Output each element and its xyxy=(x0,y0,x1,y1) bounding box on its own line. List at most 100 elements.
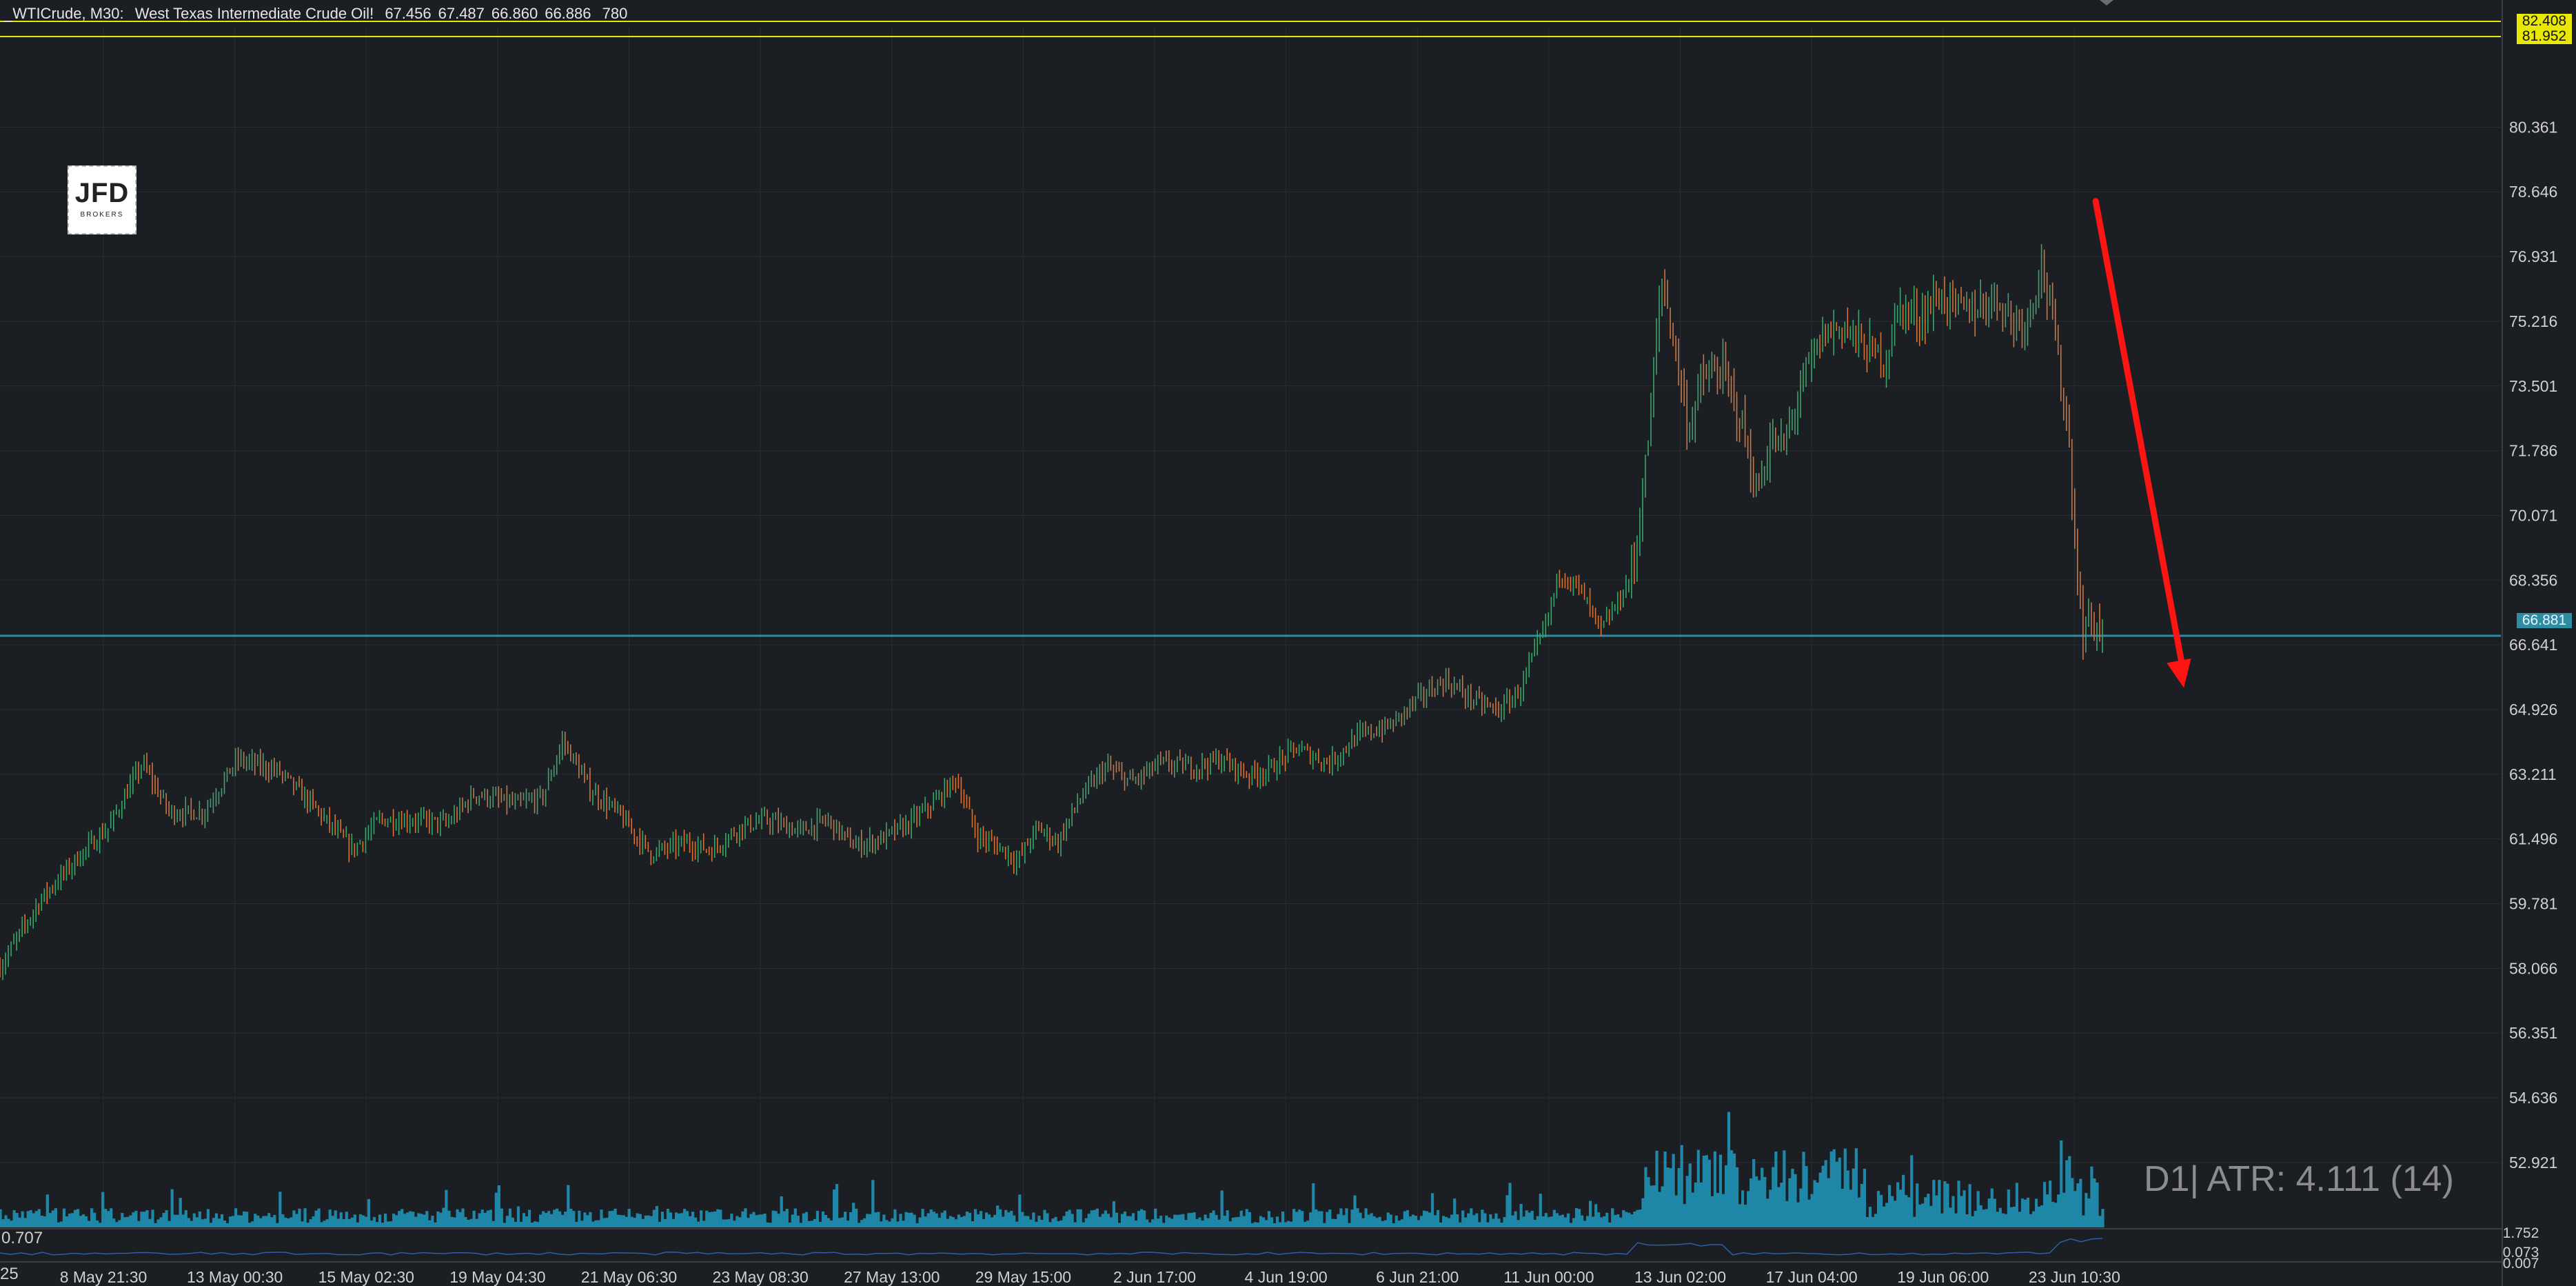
low-value: 66.860 xyxy=(491,5,538,22)
volume-bar xyxy=(1046,1213,1049,1227)
time-tick-label: 23 Jun 10:30 xyxy=(2029,1268,2120,1286)
volume-bar xyxy=(1916,1183,1919,1227)
volume-bar xyxy=(464,1216,467,1227)
volume-bar xyxy=(68,1214,72,1227)
volume-bar xyxy=(1464,1217,1468,1227)
volume-bar xyxy=(1139,1209,1144,1227)
volume-bar xyxy=(508,1208,511,1227)
volume-bar xyxy=(1453,1198,1457,1227)
volume-bar xyxy=(1887,1185,1892,1227)
volume-bar xyxy=(381,1223,385,1227)
volume-bar xyxy=(251,1221,254,1227)
volume-bar xyxy=(538,1214,542,1227)
volume-bar xyxy=(1616,1214,1620,1227)
collapse-caret-icon[interactable] xyxy=(2100,0,2113,6)
volume-bar xyxy=(954,1219,957,1227)
volume-bar xyxy=(1522,1216,1525,1227)
volume-bar xyxy=(935,1213,938,1227)
volume-bar xyxy=(431,1216,434,1227)
volume-bar xyxy=(1079,1209,1082,1227)
volume-bar xyxy=(358,1214,362,1227)
volume-bar xyxy=(1286,1220,1290,1227)
volume-bar xyxy=(780,1196,783,1227)
volume-bar xyxy=(491,1220,495,1227)
volume-bar xyxy=(1010,1210,1013,1227)
volume-bar xyxy=(1248,1212,1251,1227)
volume-bar xyxy=(2076,1183,2080,1227)
volume-bar xyxy=(57,1222,60,1227)
volume-bar xyxy=(325,1219,329,1227)
volume-bar xyxy=(2034,1198,2038,1227)
volume-bar xyxy=(658,1221,661,1227)
volume-bar xyxy=(991,1217,994,1227)
volume-bar xyxy=(1777,1187,1781,1227)
volume-bar xyxy=(2101,1209,2105,1227)
volume-bar xyxy=(899,1214,902,1227)
volume-bar xyxy=(1818,1172,1822,1227)
volume-bar xyxy=(1592,1216,1595,1227)
volume-bar xyxy=(395,1215,398,1227)
volume-bar xyxy=(1816,1183,1819,1227)
price-tick-label: 59.781 xyxy=(2509,894,2557,912)
volume-bar xyxy=(356,1222,359,1227)
volume-bar xyxy=(1256,1222,1259,1227)
volume-bar xyxy=(575,1221,578,1227)
volume-bar xyxy=(1403,1211,1406,1227)
volume-bar xyxy=(799,1223,802,1227)
volume-bar xyxy=(1234,1217,1237,1227)
volume-bar xyxy=(1747,1191,1750,1227)
volume-histogram xyxy=(0,1112,2105,1227)
volume-bar xyxy=(802,1213,805,1227)
volume-bar xyxy=(655,1206,658,1227)
oscillator-mid-value: 0.073 xyxy=(2502,1245,2539,1260)
volume-bar xyxy=(824,1214,828,1227)
volume-bar xyxy=(708,1212,711,1227)
time-axis[interactable]: 8 May 21:30 13 May 00:30 15 May 02:30 19 Ma… xyxy=(60,1268,2120,1286)
volume-bar xyxy=(93,1212,97,1227)
volume-bar xyxy=(104,1209,108,1227)
volume-bar xyxy=(602,1218,606,1227)
volume-bar xyxy=(815,1210,820,1227)
volume-bar xyxy=(262,1216,265,1227)
volume-bar xyxy=(1430,1193,1434,1227)
trend-arrow-shaft xyxy=(2092,198,2187,678)
volume-bar xyxy=(1652,1185,1656,1227)
volume-bar xyxy=(334,1210,337,1227)
volume-bar xyxy=(1614,1215,1617,1227)
volume-bar xyxy=(1123,1212,1127,1227)
volume-bar xyxy=(112,1218,116,1227)
volume-bar xyxy=(1170,1218,1174,1227)
volume-bar xyxy=(1987,1198,1991,1227)
volume-bar xyxy=(1459,1222,1462,1227)
volume-bar xyxy=(1472,1215,1476,1227)
volume-bar xyxy=(1068,1209,1071,1227)
volume-bar xyxy=(1761,1167,1764,1227)
volume-bar xyxy=(267,1213,271,1227)
volume-bar xyxy=(1938,1180,1941,1227)
volume-bar xyxy=(1574,1208,1579,1227)
volume-bar xyxy=(1854,1148,1858,1227)
volume-bar xyxy=(1716,1193,1720,1227)
volume-bar xyxy=(733,1220,736,1227)
volume-bar xyxy=(1957,1180,1960,1227)
volume-bar xyxy=(1710,1196,1714,1227)
volume-bar xyxy=(231,1216,235,1227)
volume-bar xyxy=(1154,1208,1157,1227)
volume-bar xyxy=(1727,1112,1731,1227)
volume-bar xyxy=(212,1218,216,1227)
volume-bar xyxy=(904,1212,908,1227)
volume-bar xyxy=(1317,1211,1321,1227)
volume-bar xyxy=(1876,1191,1880,1227)
volume-bar xyxy=(350,1217,354,1227)
price-tick-label: 63.211 xyxy=(2509,765,2557,783)
oscillator-series xyxy=(0,1238,2103,1256)
volume-bar xyxy=(810,1220,814,1227)
volume-bar xyxy=(1550,1216,1553,1227)
volume-bar xyxy=(378,1214,382,1227)
volume-bar xyxy=(1315,1209,1318,1227)
volume-bar xyxy=(96,1220,99,1227)
time-tick-label: 11 Jun 00:00 xyxy=(1503,1268,1594,1286)
volume-bar xyxy=(364,1216,368,1227)
